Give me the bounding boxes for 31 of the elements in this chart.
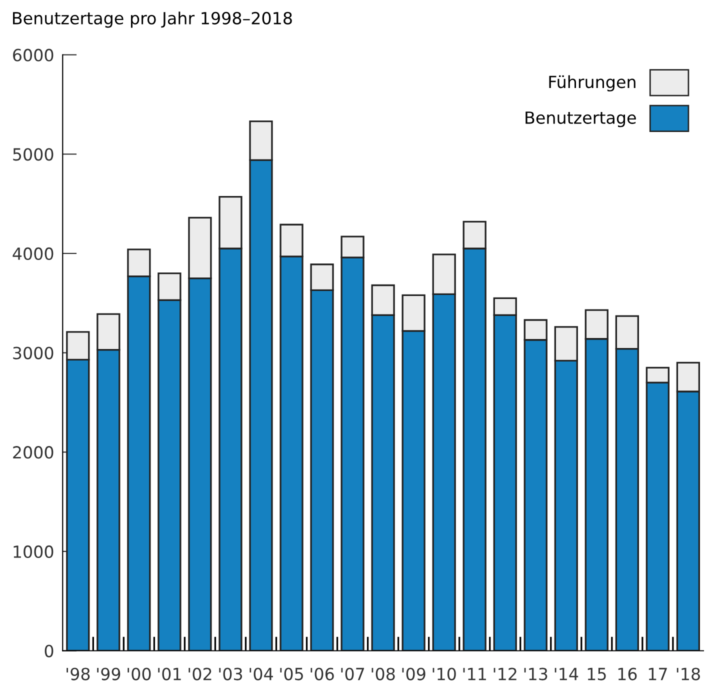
- x-tick-label: '14: [554, 668, 578, 680]
- legend-label: Führungen: [549, 75, 636, 92]
- x-tick-label: 17: [648, 668, 667, 680]
- y-tick-label: 3000: [13, 346, 54, 360]
- x-tick-label: '10: [432, 668, 456, 680]
- x-tick-label: '11: [463, 668, 486, 680]
- x-tick-label: 16: [618, 668, 637, 680]
- x-tick-label: '13: [524, 668, 548, 680]
- y-tick-label: 0: [44, 644, 54, 658]
- x-tick-label: 15: [588, 668, 606, 680]
- x-tick-label: '02: [188, 668, 212, 680]
- x-tick-label: '04: [250, 668, 273, 680]
- x-tick-label: '98: [66, 668, 90, 680]
- x-tick-label: '07: [341, 668, 364, 680]
- x-tick-label: '09: [402, 668, 426, 680]
- x-tick-label: '12: [494, 668, 516, 680]
- chart-title: Benutzertage pro Jahr 1998–2018: [13, 12, 292, 28]
- x-tick-label: '99: [97, 668, 120, 680]
- y-tick-label: 5000: [13, 148, 54, 161]
- x-tick-label: '06: [310, 668, 334, 680]
- legend-label: Benutzertage: [526, 112, 636, 128]
- y-tick-label: 6000: [13, 48, 54, 62]
- x-tick-label: '18: [676, 668, 700, 680]
- y-tick-label: 2000: [13, 446, 54, 459]
- y-tick-label: 4000: [12, 247, 54, 260]
- x-tick-label: '05: [280, 668, 303, 680]
- x-tick-label: '01: [158, 668, 181, 680]
- x-tick-label: '03: [219, 668, 242, 680]
- x-tick-label: '08: [372, 668, 395, 680]
- y-tick-label: 1000: [14, 545, 54, 558]
- x-tick-label: '00: [128, 668, 151, 680]
